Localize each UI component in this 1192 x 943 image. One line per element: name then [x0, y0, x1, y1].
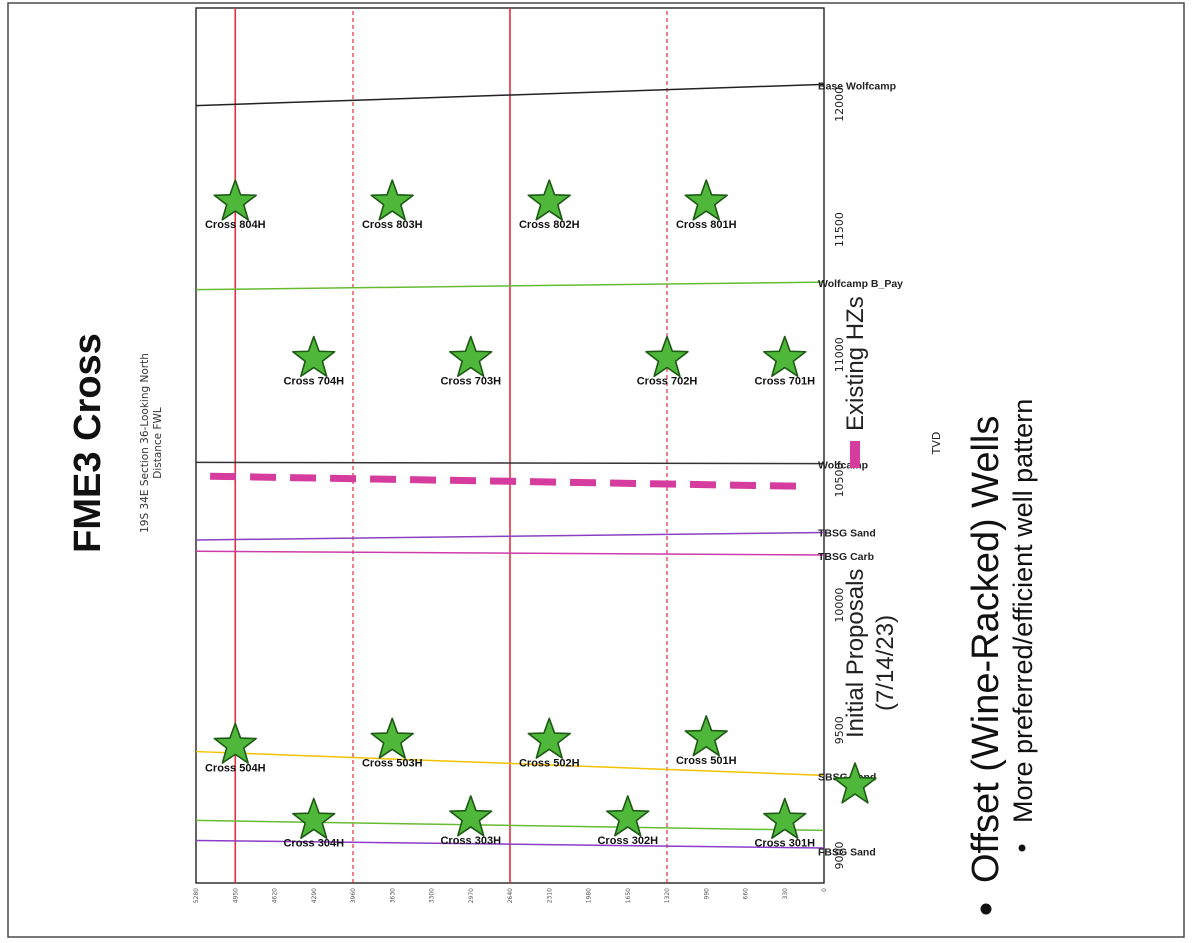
distance-tick-label: 3960 — [350, 888, 357, 903]
well-label: Cross 302H — [597, 835, 658, 847]
well-label: Cross 804H — [205, 219, 266, 231]
formation-line — [195, 531, 825, 541]
formation-line — [195, 550, 825, 556]
well-markers: Cross 301H Cross 302H Cross 303H Cross 304H… — [205, 179, 815, 849]
distance-tick-label: 3630 — [389, 888, 396, 903]
existing-hz-line — [205, 472, 797, 490]
tvd-tick-label: 10500 — [833, 462, 846, 497]
well-label: Cross 504H — [205, 762, 266, 774]
formation-label: TBSG Sand — [818, 527, 876, 539]
subtitle-line-2: Distance FWL — [152, 407, 164, 479]
legend-existing-hzs: Existing HZs — [842, 296, 869, 431]
well-label: Cross 301H — [754, 837, 815, 849]
sub-bullet: More preferred/efficient well pattern — [1008, 399, 1038, 823]
page-title: FME3 Cross — [67, 333, 109, 553]
distance-tick-label: 4620 — [272, 888, 279, 903]
formation-label: Wolfcamp — [818, 460, 868, 472]
distance-tick-label: 660 — [743, 888, 750, 900]
well-label: Cross 801H — [676, 219, 737, 231]
distance-tick-label: 0 — [821, 888, 828, 892]
existing-hz-dash — [205, 472, 797, 490]
subtitle-line-1: 19S 34E Section 36-Looking North — [139, 353, 151, 533]
well-label: Cross 503H — [362, 757, 423, 769]
formation-line — [195, 461, 825, 465]
well-star-icon — [645, 335, 689, 378]
well-label: Cross 701H — [754, 376, 815, 388]
well-star-icon — [527, 179, 571, 221]
formation-line — [195, 819, 825, 832]
formation-tops — [195, 83, 825, 849]
well-star-icon — [213, 179, 257, 221]
well-star-icon — [527, 717, 571, 759]
well-label: Cross 304H — [283, 837, 344, 849]
legend-initial-proposals-date: (7/14/23) — [872, 615, 899, 711]
distance-tick-label: 1320 — [664, 888, 671, 903]
formation-line — [195, 281, 825, 291]
formation-line — [195, 839, 825, 849]
formation-line — [195, 750, 825, 777]
well-star-icon — [370, 179, 414, 221]
legend-initial-proposals: Initial Proposals — [842, 569, 869, 738]
well-label: Cross 502H — [519, 757, 580, 769]
axis-ticks: 9000 9500 10000 10500 11000 11500 12000 0 330 660… — [193, 87, 846, 903]
formation-label: TBSG Carb — [818, 551, 874, 563]
slide-frame — [7, 2, 1185, 938]
distance-tick-label: 2310 — [546, 888, 553, 903]
distance-tick-label: 2970 — [468, 888, 475, 903]
y-axis-label: TVD — [930, 432, 943, 456]
formation-line — [195, 83, 825, 107]
distance-tick-label: 4290 — [311, 888, 318, 903]
tvd-tick-label: 10000 — [833, 588, 846, 623]
well-star-icon — [449, 795, 493, 837]
main-bullet: Offset (Wine-Racked) Wells — [965, 416, 1007, 883]
section-lines — [234, 8, 668, 883]
legend: Initial Proposals (7/14/23) Existing HZs — [833, 296, 899, 804]
distance-tick-label: 5280 — [193, 888, 200, 903]
well-star-icon — [292, 797, 336, 839]
well-label: Cross 704H — [283, 376, 344, 388]
well-star-icon — [606, 795, 650, 837]
formation-label: FBSG Sand — [818, 846, 876, 858]
well-star-icon — [370, 717, 414, 759]
well-star-icon — [684, 179, 728, 221]
tvd-tick-label: 9500 — [833, 716, 846, 744]
cross-section-plot: 9000 9500 10000 10500 11000 11500 12000 0 330 660… — [193, 7, 903, 903]
well-label: Cross 702H — [637, 376, 698, 388]
distance-tick-label: 990 — [703, 888, 710, 900]
bullet-dot — [980, 903, 992, 915]
tvd-tick-label: 11500 — [833, 212, 846, 247]
tvd-tick-label: 9000 — [833, 841, 846, 869]
well-label: Cross 803H — [362, 219, 423, 231]
distance-tick-label: 4950 — [232, 888, 239, 903]
distance-tick-label: 2640 — [507, 888, 514, 903]
distance-tick-label: 3300 — [429, 888, 436, 903]
star-icon — [833, 762, 877, 804]
tvd-tick-label: 12000 — [833, 87, 846, 122]
distance-tick-label: 1980 — [586, 888, 593, 903]
formation-label: Base Wolfcamp — [818, 80, 896, 92]
formation-label: Wolfcamp B_Pay — [818, 278, 903, 290]
well-label: Cross 802H — [519, 219, 580, 231]
well-star-icon — [684, 715, 728, 757]
well-label: Cross 703H — [440, 376, 501, 388]
well-star-icon — [213, 722, 257, 764]
well-star-icon — [763, 335, 807, 378]
rotated-slide: 9000 9500 10000 10500 11000 11500 12000 0 330 660… — [67, 7, 1038, 915]
well-star-icon — [449, 335, 493, 378]
tvd-tick-label: 11000 — [833, 337, 846, 372]
well-label: Cross 501H — [676, 755, 737, 767]
sub-bullet-dot — [1018, 844, 1026, 852]
distance-tick-label: 330 — [782, 888, 789, 900]
well-star-icon — [292, 335, 336, 378]
well-label: Cross 303H — [440, 835, 501, 847]
well-star-icon — [763, 797, 807, 839]
distance-tick-label: 1650 — [625, 888, 632, 903]
